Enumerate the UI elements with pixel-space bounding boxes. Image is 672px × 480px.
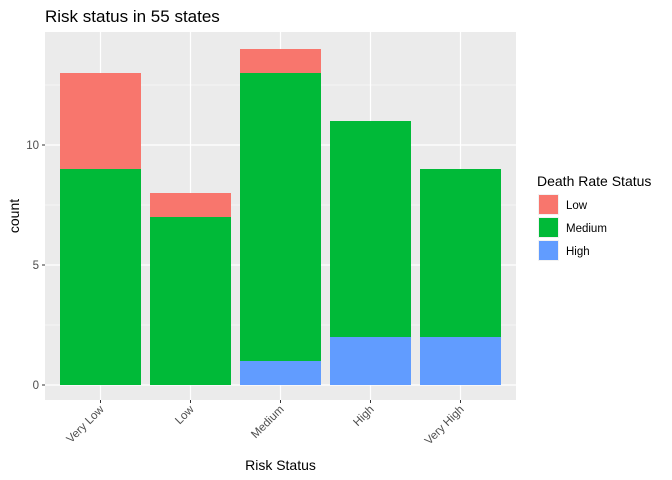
x-tick-label: High bbox=[351, 404, 376, 429]
legend-label-low: Low bbox=[566, 200, 588, 212]
x-axis-ticks: Very Low Low Medium High Very High bbox=[65, 400, 467, 447]
y-tick-label: 10 bbox=[26, 140, 39, 152]
bar-segment-low-very-low bbox=[60, 73, 141, 169]
chart-title: Risk status in 55 states bbox=[45, 7, 220, 26]
y-tick-label: 5 bbox=[33, 260, 39, 272]
legend-label-high: High bbox=[566, 246, 590, 258]
bar-segment-medium-very-high bbox=[420, 169, 501, 337]
y-tick-label: 0 bbox=[33, 380, 39, 392]
legend: Death Rate Status Low Medium High bbox=[537, 173, 651, 261]
x-tick-label: Low bbox=[173, 403, 197, 427]
y-axis-ticks: 0 5 10 bbox=[26, 140, 45, 392]
legend-title: Death Rate Status bbox=[537, 173, 651, 189]
bar-segment-medium-very-low bbox=[60, 169, 141, 385]
bar-segment-low-low bbox=[150, 193, 231, 217]
legend-swatch-low bbox=[539, 195, 558, 214]
x-axis-title: Risk Status bbox=[245, 457, 316, 473]
bar-segment-medium-medium bbox=[240, 73, 321, 361]
x-tick-label: Very Low bbox=[65, 403, 107, 445]
bar-segment-medium-low bbox=[150, 217, 231, 385]
bar-segment-low-medium bbox=[240, 49, 321, 73]
x-tick-label: Very High bbox=[423, 404, 467, 448]
bar-segment-medium-high bbox=[330, 121, 411, 337]
y-axis-title: count bbox=[6, 199, 22, 233]
bar-segment-high-medium bbox=[240, 361, 321, 385]
legend-swatch-high bbox=[539, 241, 558, 260]
bar-segment-high-high bbox=[330, 337, 411, 385]
legend-label-medium: Medium bbox=[566, 223, 607, 235]
bars bbox=[60, 49, 501, 385]
bar-segment-high-very-high bbox=[420, 337, 501, 385]
x-tick-label: Medium bbox=[249, 404, 286, 441]
legend-swatch-medium bbox=[539, 218, 558, 237]
